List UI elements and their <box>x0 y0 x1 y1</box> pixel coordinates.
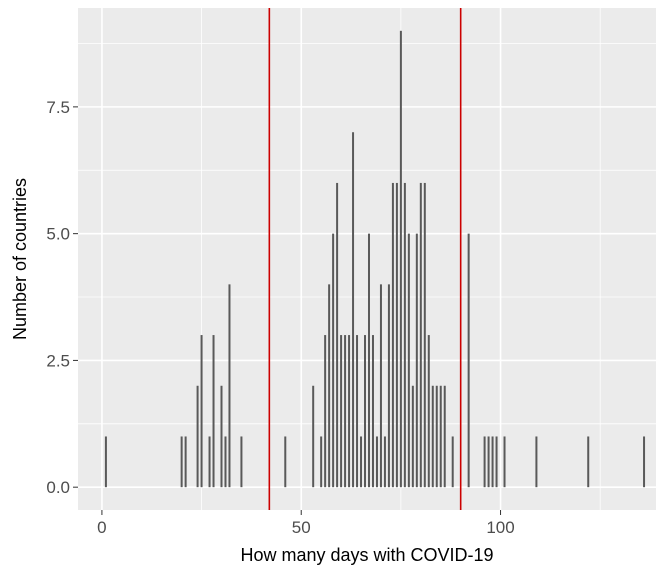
bar <box>104 436 107 488</box>
bar <box>435 385 438 488</box>
bar <box>439 385 442 488</box>
bar <box>208 436 211 488</box>
bar <box>415 233 418 488</box>
bar <box>180 436 183 488</box>
bar <box>340 335 343 488</box>
bar <box>228 284 231 488</box>
bar <box>375 436 378 488</box>
bar <box>371 335 374 488</box>
x-axis: 0 50 100 <box>97 510 515 537</box>
bar <box>352 132 355 488</box>
bar <box>467 233 470 488</box>
bar <box>224 436 227 488</box>
y-tick-label: 0.0 <box>46 478 70 497</box>
bar <box>320 436 323 488</box>
bar <box>411 385 414 488</box>
y-tick-label: 5.0 <box>46 225 70 244</box>
bar <box>431 385 434 488</box>
bar <box>643 436 646 488</box>
x-tick-label: 0 <box>97 518 106 537</box>
bar <box>487 436 490 488</box>
bar <box>423 182 426 488</box>
bar <box>443 385 446 488</box>
major-gridlines <box>78 8 656 510</box>
bar <box>483 436 486 488</box>
bar <box>184 436 187 488</box>
bar <box>403 182 406 488</box>
bar <box>312 385 315 488</box>
bar <box>491 436 494 488</box>
bar <box>395 182 398 488</box>
bar <box>391 182 394 488</box>
bar <box>196 385 199 488</box>
bar <box>360 436 363 488</box>
y-axis: 0.0 2.5 5.0 7.5 <box>46 98 78 497</box>
bar <box>587 436 590 488</box>
x-tick-label: 50 <box>292 518 311 537</box>
plot-background <box>78 8 656 510</box>
bar <box>379 284 382 488</box>
bar <box>344 335 347 488</box>
bar <box>356 335 359 488</box>
bar <box>387 284 390 488</box>
bar <box>240 436 243 488</box>
bar <box>364 335 367 488</box>
bar <box>212 335 215 488</box>
bar <box>200 335 203 488</box>
bar <box>503 436 506 488</box>
bar <box>348 335 351 488</box>
y-axis-title: Number of countries <box>10 178 30 340</box>
x-tick-label: 100 <box>486 518 514 537</box>
bar <box>284 436 287 488</box>
y-tick-label: 7.5 <box>46 98 70 117</box>
bar <box>367 233 370 488</box>
y-tick-label: 2.5 <box>46 351 70 370</box>
bar <box>495 436 498 488</box>
bar <box>336 182 339 488</box>
bar <box>332 233 335 488</box>
bar <box>328 284 331 488</box>
bar <box>427 335 430 488</box>
bar <box>324 335 327 488</box>
bar <box>535 436 538 488</box>
bar <box>399 30 402 488</box>
bar <box>383 436 386 488</box>
bar <box>220 385 223 488</box>
bar <box>407 233 410 488</box>
x-axis-title: How many days with COVID-19 <box>240 545 493 565</box>
reference-lines <box>268 8 462 510</box>
bar <box>419 182 422 488</box>
bar <box>451 436 454 488</box>
bars <box>104 30 646 488</box>
